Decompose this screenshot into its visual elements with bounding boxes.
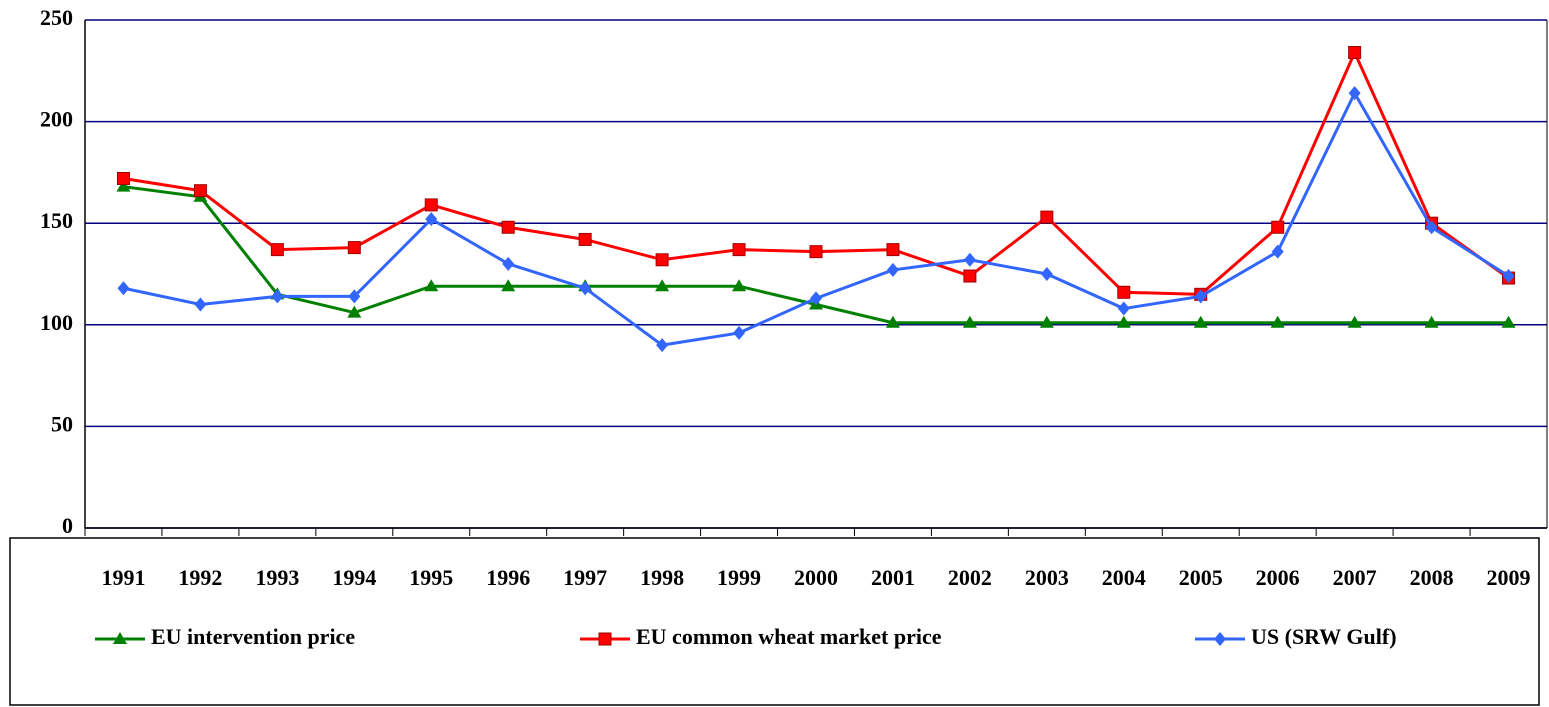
x-tick-label: 1993 bbox=[255, 565, 299, 590]
marker bbox=[655, 253, 669, 267]
legend-label: EU intervention price bbox=[151, 624, 355, 649]
marker bbox=[1117, 285, 1131, 299]
marker bbox=[348, 289, 361, 304]
marker bbox=[963, 269, 977, 283]
x-tick-label: 1991 bbox=[101, 565, 145, 590]
marker bbox=[425, 212, 438, 227]
x-tick-label: 2000 bbox=[794, 565, 838, 590]
marker bbox=[1040, 267, 1053, 281]
x-tick-label: 2005 bbox=[1179, 565, 1223, 590]
x-tick-label: 2008 bbox=[1410, 565, 1454, 590]
marker bbox=[193, 184, 207, 198]
marker bbox=[732, 279, 747, 292]
marker bbox=[655, 279, 670, 292]
marker bbox=[1214, 632, 1226, 646]
marker bbox=[962, 315, 977, 328]
marker bbox=[886, 243, 900, 257]
marker bbox=[347, 241, 361, 255]
marker bbox=[656, 338, 669, 353]
marker bbox=[579, 281, 592, 296]
marker bbox=[1117, 301, 1130, 316]
marker bbox=[1193, 315, 1208, 328]
y-tick-label: 150 bbox=[40, 208, 73, 233]
x-tick-label: 1998 bbox=[640, 565, 684, 590]
marker bbox=[732, 243, 746, 257]
marker bbox=[809, 245, 823, 259]
marker bbox=[347, 305, 362, 318]
legend-box bbox=[9, 537, 1540, 706]
marker bbox=[963, 252, 976, 267]
marker bbox=[194, 297, 207, 312]
x-tick-label: 2001 bbox=[871, 565, 915, 590]
x-tick-label: 1995 bbox=[409, 565, 453, 590]
marker bbox=[1348, 86, 1361, 101]
marker bbox=[1116, 315, 1131, 328]
marker bbox=[1347, 315, 1362, 328]
y-tick-label: 250 bbox=[40, 5, 73, 30]
marker bbox=[1425, 220, 1438, 235]
marker bbox=[886, 262, 899, 277]
marker bbox=[1039, 315, 1054, 328]
y-tick-label: 50 bbox=[51, 411, 73, 436]
y-tick-label: 200 bbox=[40, 107, 73, 132]
marker bbox=[578, 232, 592, 246]
marker bbox=[270, 243, 284, 257]
y-tick-label: 100 bbox=[40, 310, 73, 335]
marker bbox=[502, 256, 515, 271]
marker bbox=[598, 632, 612, 646]
x-tick-label: 2007 bbox=[1333, 565, 1377, 590]
x-tick-label: 1994 bbox=[332, 565, 376, 590]
x-tick-label: 2006 bbox=[1256, 565, 1300, 590]
marker bbox=[116, 179, 131, 192]
x-tick-label: 2009 bbox=[1487, 565, 1531, 590]
marker bbox=[501, 220, 515, 234]
marker bbox=[733, 325, 746, 340]
marker bbox=[501, 279, 516, 292]
legend-label: US (SRW Gulf) bbox=[1251, 624, 1397, 649]
x-tick-label: 1999 bbox=[717, 565, 761, 590]
marker bbox=[113, 632, 127, 644]
marker bbox=[424, 198, 438, 212]
marker bbox=[116, 171, 130, 185]
marker bbox=[271, 289, 284, 304]
marker bbox=[424, 279, 439, 292]
x-tick-label: 1992 bbox=[178, 565, 222, 590]
x-tick-label: 1996 bbox=[486, 565, 530, 590]
marker bbox=[1270, 315, 1285, 328]
y-tick-label: 0 bbox=[62, 513, 73, 538]
marker bbox=[1040, 210, 1054, 224]
x-tick-label: 1997 bbox=[563, 565, 607, 590]
marker bbox=[810, 291, 822, 306]
marker bbox=[1348, 46, 1362, 60]
marker bbox=[1502, 269, 1515, 284]
x-tick-label: 2002 bbox=[948, 565, 992, 590]
marker bbox=[1194, 289, 1207, 304]
marker bbox=[1271, 220, 1285, 234]
marker bbox=[1501, 315, 1516, 328]
marker bbox=[117, 281, 130, 296]
marker bbox=[885, 315, 900, 328]
marker bbox=[1271, 244, 1284, 259]
x-tick-label: 2003 bbox=[1025, 565, 1069, 590]
legend-label: EU common wheat market price bbox=[636, 624, 942, 649]
marker bbox=[1424, 315, 1439, 328]
x-tick-label: 2004 bbox=[1102, 565, 1146, 590]
